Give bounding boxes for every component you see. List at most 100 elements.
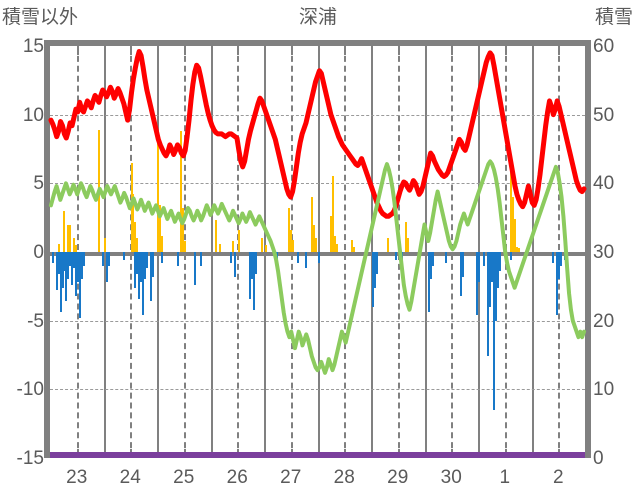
precip-bar — [122, 252, 125, 261]
snow-bar — [237, 230, 240, 252]
right-tick-2: 40 — [593, 173, 615, 195]
top-tick-3 — [237, 46, 240, 55]
snow-bar — [134, 221, 137, 252]
precip-bar — [78, 252, 81, 318]
precip-bar — [251, 252, 254, 280]
precip-bar — [560, 252, 563, 266]
precip-bar — [475, 252, 478, 316]
precip-bar — [492, 252, 495, 410]
x-tick-0: 23 — [66, 467, 88, 488]
snow-bar — [69, 224, 72, 252]
snow-bar — [310, 197, 313, 252]
snow-bar — [352, 246, 355, 252]
right-tick-1: 50 — [593, 104, 615, 126]
snow-bar — [214, 220, 217, 252]
precip-bar — [230, 252, 233, 263]
right-tick-6: 0 — [593, 448, 604, 469]
frame-left — [44, 40, 50, 458]
series-line-0 — [48, 48, 587, 219]
snow-bar — [517, 247, 520, 252]
x-tick-2: 25 — [173, 467, 195, 488]
top-tick-4 — [290, 46, 293, 55]
left-tick-4: -5 — [27, 310, 44, 332]
precip-bar — [558, 252, 561, 280]
top-tick-6 — [397, 46, 400, 55]
precip-bar — [496, 252, 499, 288]
frame-right — [585, 40, 591, 458]
frame-top — [44, 40, 591, 46]
x-tick-4: 27 — [280, 467, 302, 488]
precip-bar — [142, 252, 145, 316]
snow-bar — [184, 241, 187, 252]
precip-bar — [145, 252, 148, 269]
precip-bar — [105, 252, 108, 283]
hgrid-5 — [50, 183, 585, 185]
x-tick-8: 1 — [499, 467, 511, 488]
precip-bar — [140, 252, 143, 283]
precip-bar — [67, 252, 70, 280]
snow-bar — [333, 235, 336, 252]
snow-bar — [510, 166, 513, 252]
top-tick-5 — [344, 46, 347, 55]
snow-bar — [260, 238, 263, 252]
precip-bar — [460, 252, 463, 296]
snow-bar — [74, 245, 77, 252]
snow-bar — [157, 133, 160, 252]
snow-bar — [159, 205, 162, 252]
snow-bar — [289, 230, 292, 252]
x-tick-3: 26 — [226, 467, 248, 488]
x-tick-6: 29 — [387, 467, 409, 488]
top-tick-8 — [504, 46, 507, 55]
precip-bar — [69, 252, 72, 266]
snow-bar — [161, 235, 164, 252]
snow-bar — [512, 197, 515, 252]
right-axis-title: 積雪 — [594, 7, 633, 28]
snow-bar — [180, 131, 183, 252]
left-tick-5: -10 — [16, 379, 44, 401]
precip-bar — [107, 252, 110, 266]
snow-bar — [312, 224, 315, 252]
precip-bar — [143, 252, 146, 280]
precip-bar — [136, 252, 139, 274]
precip-bar — [57, 252, 60, 274]
top-tick-1 — [130, 46, 133, 55]
hgrid--10 — [50, 389, 585, 391]
snow-bar — [515, 246, 518, 252]
precip-bar — [510, 252, 513, 261]
precip-bar — [76, 252, 79, 283]
precip-bar — [556, 252, 559, 316]
precip-bar — [305, 252, 308, 269]
precip-bar — [82, 252, 85, 266]
precip-bar — [498, 252, 501, 272]
x-tick-7: 30 — [440, 467, 462, 488]
hgrid-10 — [50, 114, 585, 116]
snow-bar — [387, 238, 390, 252]
hgrid--5 — [50, 320, 585, 322]
top-tick-9 — [558, 46, 561, 55]
line-layer — [48, 48, 587, 375]
precip-bar — [55, 252, 58, 291]
precip-bar — [445, 252, 448, 263]
snow-bar — [63, 210, 66, 252]
snow-bar — [514, 219, 517, 252]
right-tick-5: 10 — [593, 379, 615, 401]
right-tick-0: 60 — [593, 36, 615, 57]
snow-bar — [329, 216, 332, 252]
precip-bar — [297, 252, 300, 263]
precip-bar — [374, 252, 377, 288]
hgrid-0 — [50, 252, 585, 256]
snow-bar — [132, 194, 135, 252]
snow-bar — [406, 238, 409, 252]
top-tick-0 — [76, 46, 79, 55]
x-tick-1: 24 — [119, 467, 141, 488]
left-tick-1: 10 — [22, 104, 44, 126]
top-tick-7 — [451, 46, 454, 55]
precip-bar — [101, 252, 104, 266]
precip-bar — [161, 252, 164, 263]
precip-bar — [199, 252, 202, 266]
snow-bar — [57, 243, 60, 252]
right-tick-4: 20 — [593, 310, 615, 332]
snow-bar — [314, 238, 317, 252]
left-tick-2: 5 — [33, 173, 44, 195]
